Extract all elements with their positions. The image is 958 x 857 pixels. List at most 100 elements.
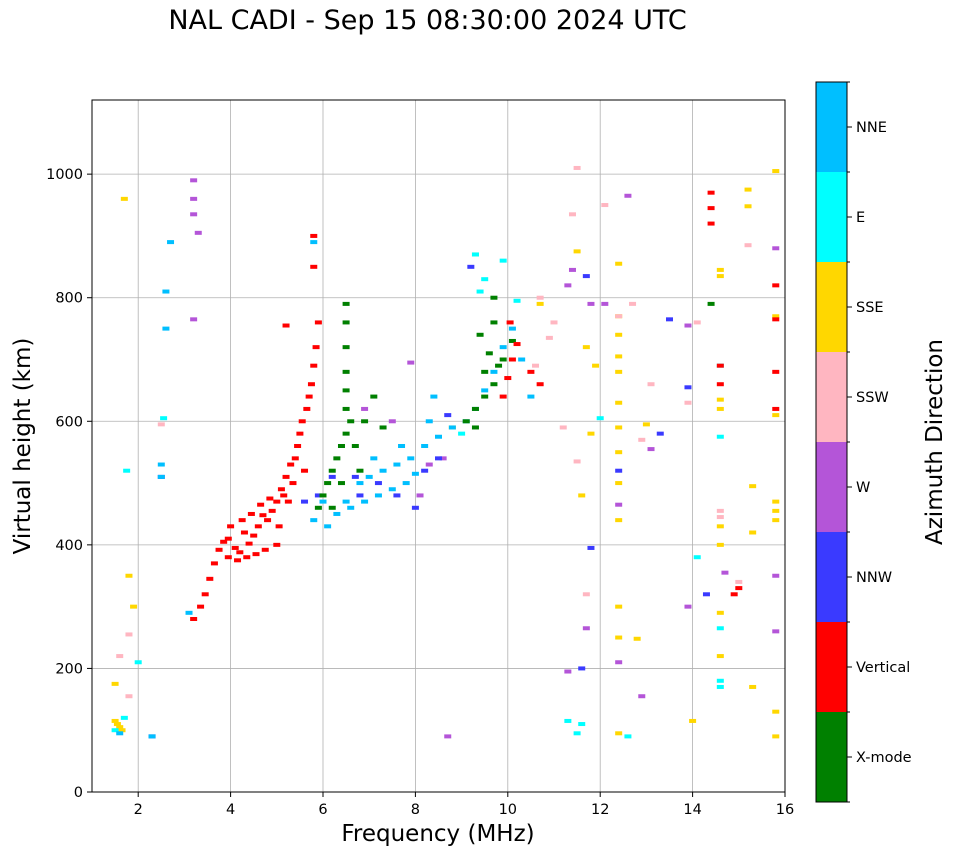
data-point <box>689 718 697 723</box>
data-point <box>305 394 313 399</box>
y-tick-label: 600 <box>55 414 83 430</box>
data-point <box>536 382 544 387</box>
plot-frame <box>91 99 786 793</box>
colorbar-tick-label: NNE <box>856 120 887 136</box>
data-point <box>716 434 724 439</box>
data-point <box>527 394 535 399</box>
data-point <box>707 221 715 226</box>
colorbar-label: Azimuth Direction <box>922 339 948 545</box>
data-point <box>772 246 780 251</box>
data-point <box>601 203 609 208</box>
data-point <box>506 320 514 325</box>
data-point <box>481 369 489 374</box>
data-point <box>772 499 780 504</box>
data-point <box>721 570 729 575</box>
data-point <box>310 240 318 245</box>
series-nnw <box>148 264 710 739</box>
data-point <box>314 320 322 325</box>
data-point <box>273 542 281 547</box>
y-tick-label: 200 <box>55 661 83 677</box>
x-tick-label: 16 <box>776 802 794 818</box>
data-point <box>123 468 131 473</box>
data-point <box>587 545 595 550</box>
data-point <box>573 459 581 464</box>
data-point <box>342 369 350 374</box>
data-point <box>257 502 265 507</box>
data-point <box>319 493 327 498</box>
data-point <box>564 669 572 674</box>
y-axis-label: Virtual height (km) <box>10 338 36 555</box>
data-point <box>190 317 198 322</box>
series-w <box>190 178 780 739</box>
data-point <box>772 283 780 288</box>
data-point <box>749 484 757 489</box>
data-point <box>730 592 738 597</box>
x-tick-label: 6 <box>318 802 327 818</box>
colorbar-tick-label: SSW <box>856 390 889 406</box>
data-point <box>118 728 126 733</box>
x-tick-label: 4 <box>226 802 235 818</box>
data-point <box>157 462 165 467</box>
data-point <box>716 508 724 513</box>
data-point <box>772 369 780 374</box>
data-point <box>568 212 576 217</box>
data-point <box>250 533 258 538</box>
data-point <box>303 406 311 411</box>
data-point <box>601 301 609 306</box>
data-point <box>564 283 572 288</box>
data-point <box>499 258 507 263</box>
data-point <box>333 456 341 461</box>
data-point <box>347 419 355 424</box>
data-point <box>411 505 419 510</box>
colorbar-segment <box>816 532 847 622</box>
data-point <box>337 481 345 486</box>
data-point <box>435 434 442 439</box>
data-point <box>578 493 586 498</box>
data-point <box>582 592 590 597</box>
data-point <box>573 249 581 254</box>
data-point <box>224 536 232 541</box>
data-point <box>194 230 202 235</box>
data-point <box>301 468 309 473</box>
data-point <box>268 508 276 513</box>
data-point <box>716 610 724 615</box>
data-point <box>596 416 604 421</box>
data-point <box>527 369 535 374</box>
chart-title: NAL CADI - Sep 15 08:30:00 2024 UTC <box>168 5 687 36</box>
data-point <box>236 550 244 555</box>
data-point <box>261 547 269 552</box>
data-point <box>550 320 558 325</box>
data-point <box>444 413 452 418</box>
data-point <box>310 363 318 368</box>
data-point <box>301 499 309 504</box>
data-point <box>772 413 780 418</box>
colorbar-tick-label: E <box>856 210 865 226</box>
data-point <box>772 314 780 319</box>
data-point <box>624 734 632 739</box>
data-point <box>508 357 516 362</box>
data-point <box>388 419 396 424</box>
colorbar-tick-label: X-mode <box>856 750 912 766</box>
data-point <box>582 345 590 350</box>
data-point <box>227 524 235 529</box>
data-point <box>252 552 260 557</box>
data-point <box>716 626 724 631</box>
data-point <box>513 298 521 303</box>
data-point <box>287 462 295 467</box>
data-point <box>379 468 387 473</box>
data-point <box>587 431 595 436</box>
series-ssw <box>116 165 752 699</box>
data-point <box>490 295 498 300</box>
data-point <box>578 722 586 727</box>
data-point <box>615 354 623 359</box>
data-point <box>111 681 119 686</box>
data-point <box>532 363 540 368</box>
data-point <box>499 357 507 362</box>
data-point <box>716 654 724 659</box>
data-point <box>666 317 673 322</box>
data-point <box>499 345 507 350</box>
data-point <box>615 332 623 337</box>
data-point <box>578 666 586 671</box>
data-point <box>425 419 433 424</box>
data-point <box>772 406 780 411</box>
